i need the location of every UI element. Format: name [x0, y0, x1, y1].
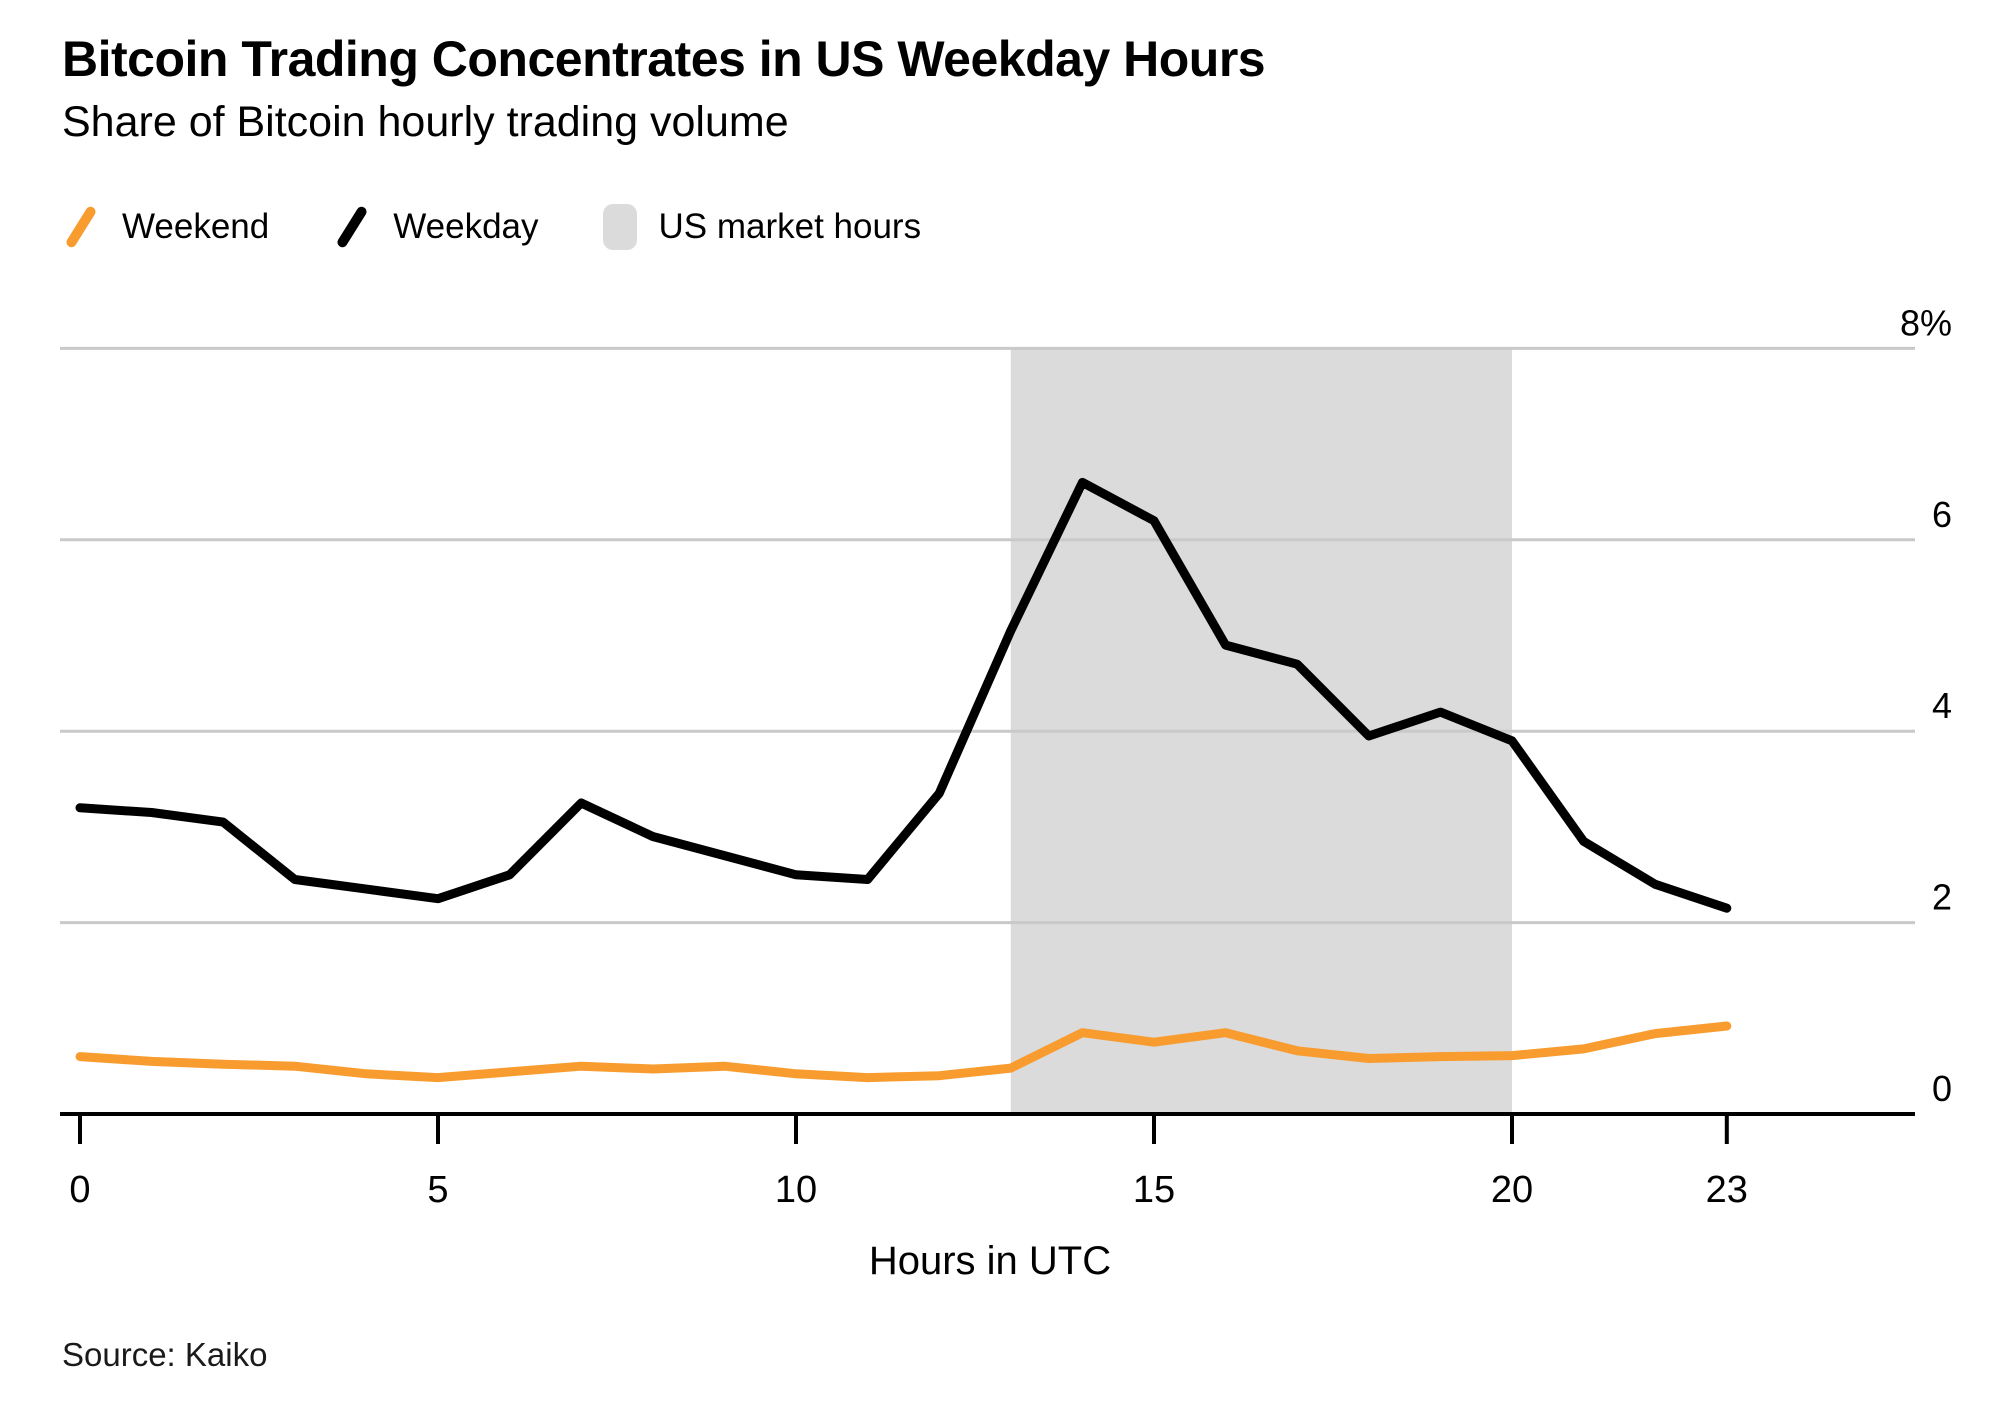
weekend-line	[75, 1021, 1732, 1083]
x-axis-label-20: 20	[1491, 1169, 1533, 1211]
x-axis-label-23: 23	[1706, 1169, 1748, 1211]
legend-item-us-market-hours: US market hours	[602, 204, 922, 250]
legend-item-weekend: Weekend	[62, 204, 270, 250]
x-axis-label-10: 10	[775, 1169, 817, 1211]
us-market-hours-swatch-icon	[602, 204, 637, 250]
source-attribution: Source: Kaiko	[62, 1336, 268, 1373]
weekday-line	[75, 477, 1732, 913]
legend-label-us-market-hours: US market hours	[658, 207, 922, 246]
chart-title: Bitcoin Trading Concentrates in US Weekd…	[62, 31, 1266, 87]
legend-label-weekend: Weekend	[122, 207, 270, 246]
legend-label-weekday: Weekday	[393, 207, 539, 246]
y-axis-label-4: 4	[1932, 685, 1952, 726]
x-axis-label-15: 15	[1133, 1169, 1175, 1211]
x-axis-title: Hours in UTC	[869, 1239, 1111, 1283]
y-axis-label-2: 2	[1932, 877, 1952, 918]
x-axis-label-0: 0	[69, 1169, 90, 1211]
y-axis-label-6: 6	[1932, 494, 1952, 535]
legend-item-weekday: Weekday	[333, 204, 539, 250]
chart-subtitle: Share of Bitcoin hourly trading volume	[62, 98, 789, 146]
y-axis-label-0: 0	[1932, 1068, 1952, 1109]
chart-legend: Weekend Weekday US market hours	[62, 204, 921, 250]
y-axis-label-8: 8%	[1900, 302, 1952, 343]
x-axis-label-5: 5	[427, 1169, 448, 1211]
